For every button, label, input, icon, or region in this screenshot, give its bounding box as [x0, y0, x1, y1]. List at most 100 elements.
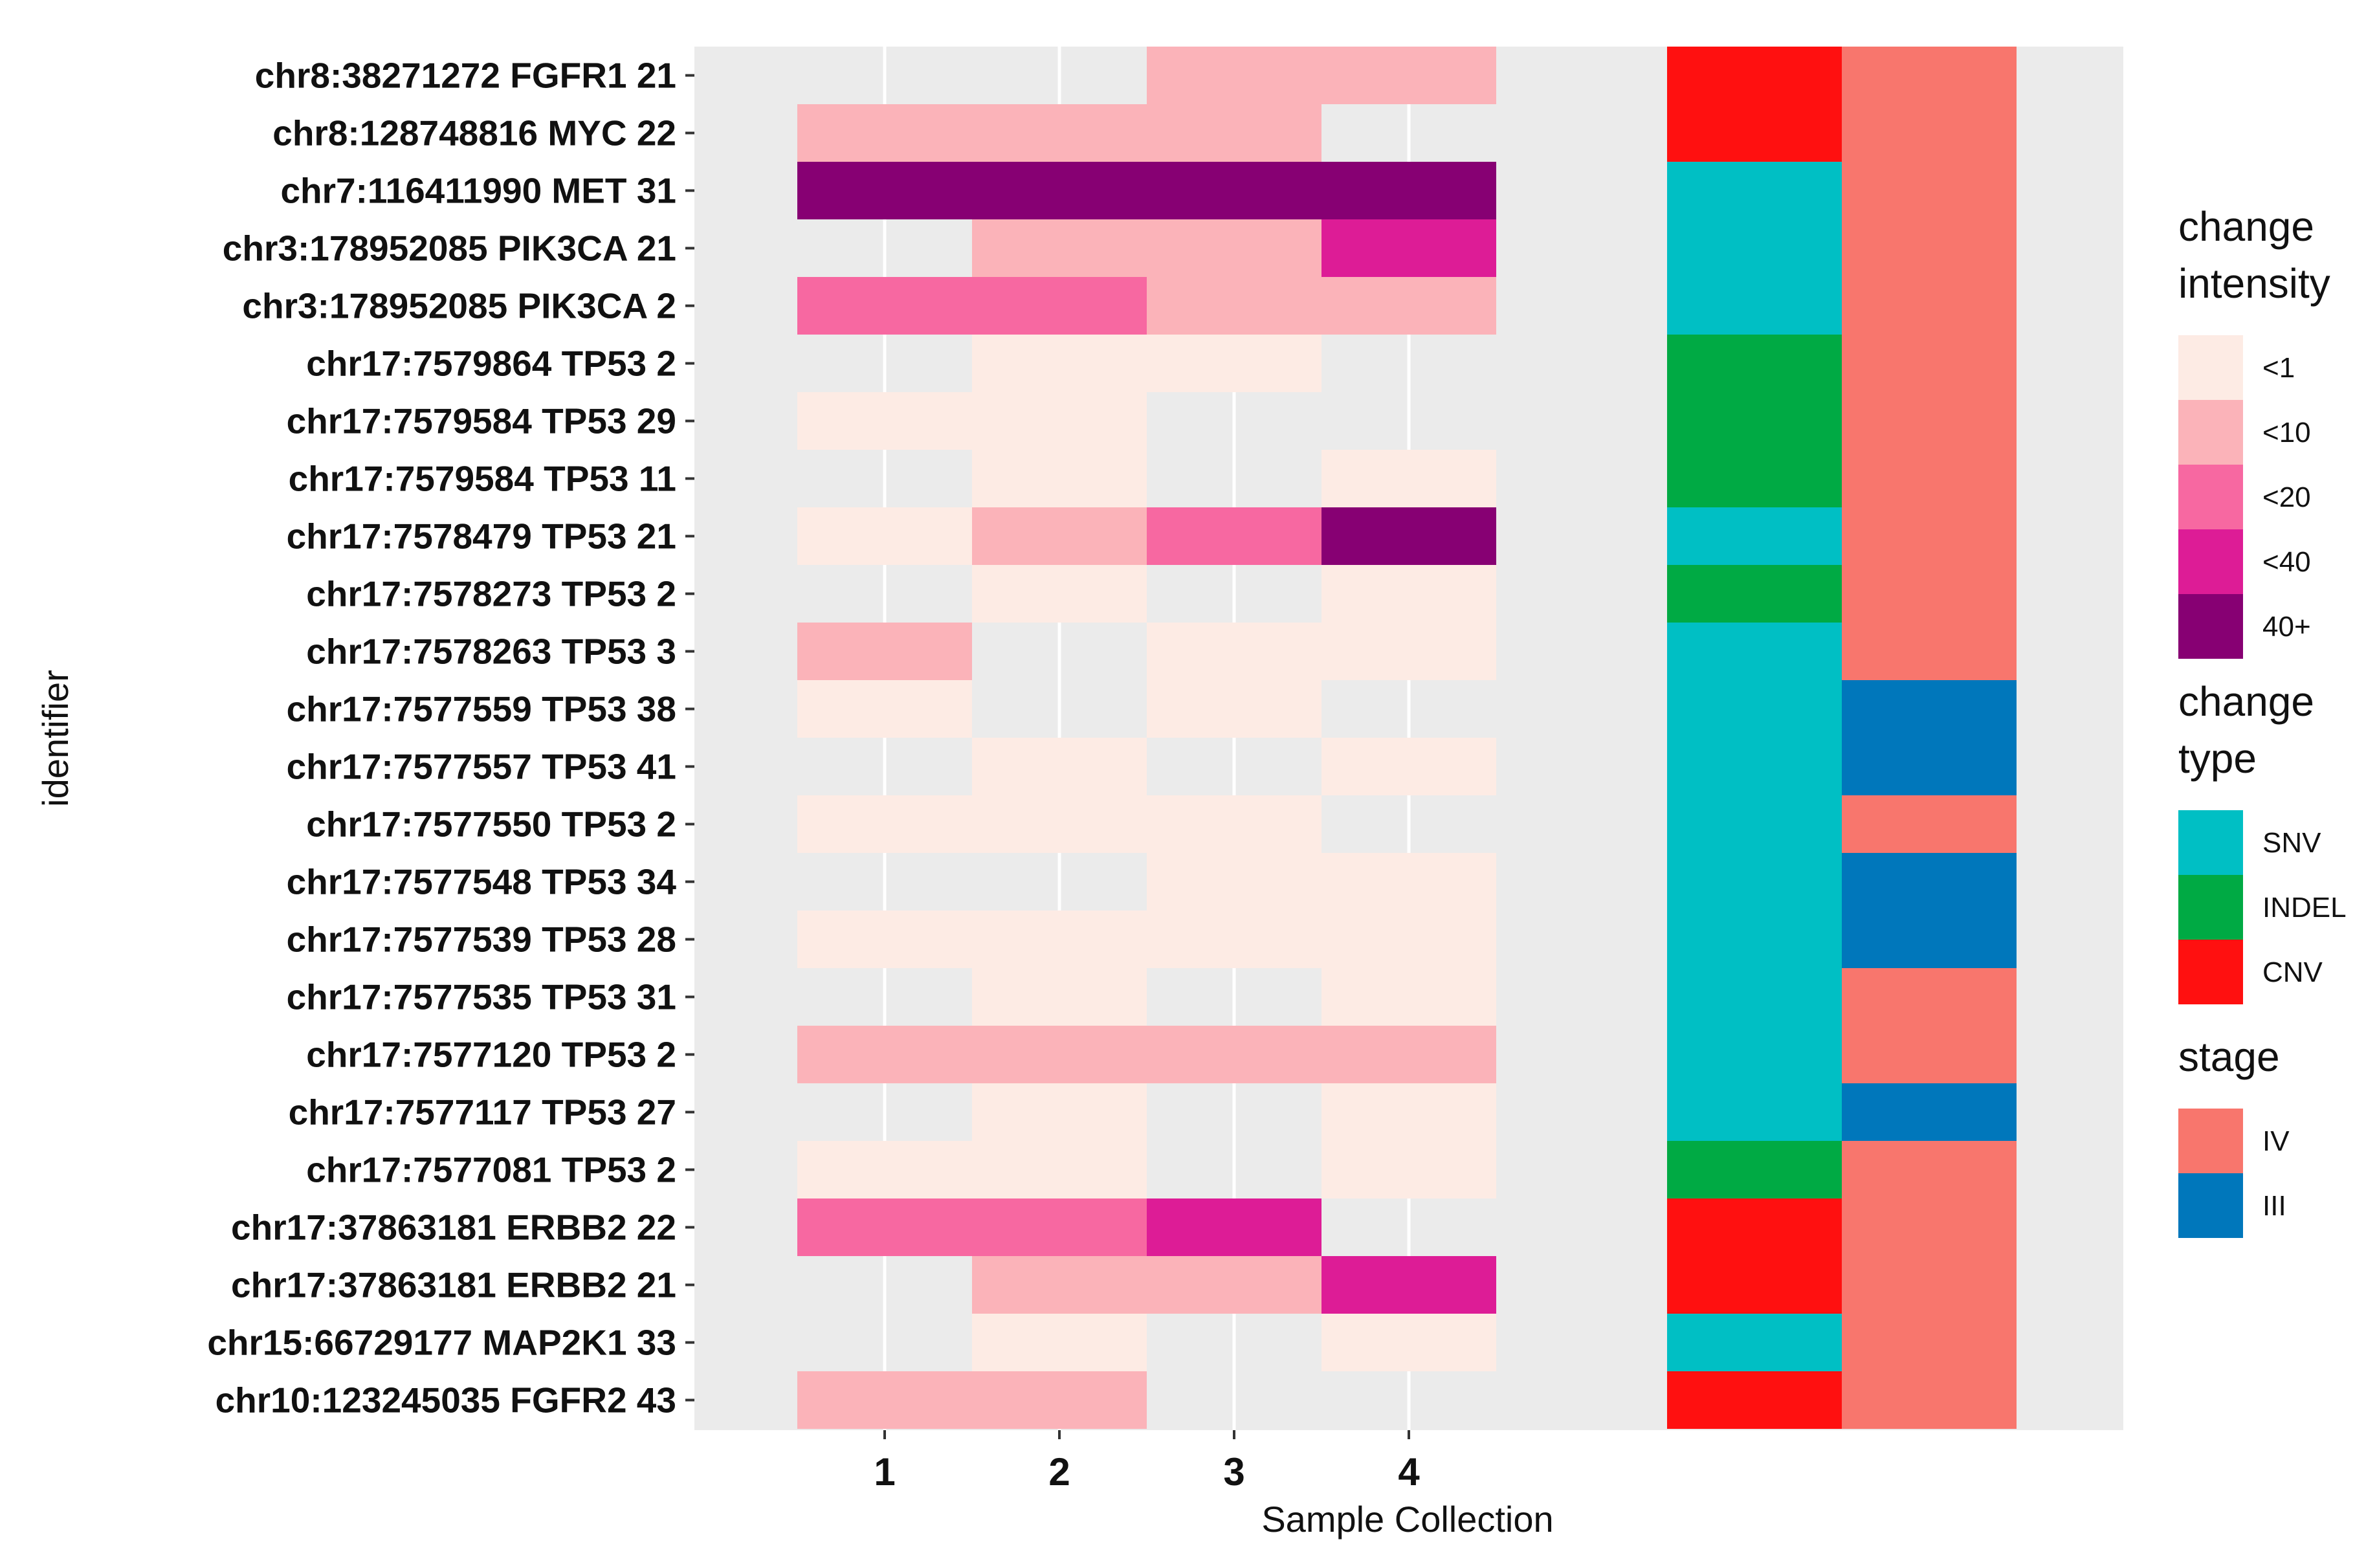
change-type-legend-key [2178, 875, 2243, 940]
stage-legend-label: III [2262, 1190, 2286, 1222]
heatmap-cell [1147, 277, 1321, 335]
heatmap-cell [1321, 450, 1496, 507]
heatmap-cell [1321, 623, 1496, 680]
heatmap-cell [972, 335, 1147, 392]
change-type-legend-title: change [2178, 678, 2314, 725]
heatmap-cell [1321, 1026, 1496, 1083]
change-type-legend-label: SNV [2262, 827, 2321, 859]
heatmap-cell [797, 507, 972, 565]
change-type-legend-label: CNV [2262, 956, 2323, 988]
heatmap-cell [972, 795, 1147, 853]
y-tick-label: chr17:7578273 TP53 2 [306, 574, 676, 614]
stage-cell [1842, 911, 2017, 968]
stage-cell [1842, 1083, 2017, 1141]
heatmap-cell [797, 911, 972, 968]
heatmap-cell [972, 1198, 1147, 1256]
stage-cell [1842, 853, 2017, 911]
y-tick-label: chr17:7577550 TP53 2 [306, 804, 676, 845]
heatmap-cell [972, 968, 1147, 1026]
change-type-legend-key [2178, 940, 2243, 1004]
heatmap-cell [797, 1198, 972, 1256]
y-tick-label: chr17:7577539 TP53 28 [287, 920, 676, 960]
intensity-legend-label: <40 [2262, 546, 2311, 578]
heatmap-cell [1147, 1026, 1321, 1083]
stage-cell [1842, 1256, 2017, 1314]
x-axis-labels: 1 2 3 4 [874, 1430, 1420, 1494]
x-tick-label: 1 [874, 1450, 895, 1494]
y-tick-label: chr3:178952085 PIK3CA 2 [242, 286, 676, 326]
change-type-cell [1667, 1198, 1842, 1256]
heatmap-cell [1147, 104, 1321, 162]
stage-cell [1842, 450, 2017, 507]
heatmap-cell [972, 1314, 1147, 1371]
heatmap-cell [797, 680, 972, 738]
heatmap-cell [1321, 1256, 1496, 1314]
y-tick-label: chr17:7579584 TP53 11 [289, 459, 676, 499]
heatmap-cell [972, 565, 1147, 623]
intensity-legend-label: <20 [2262, 481, 2311, 513]
intensity-legend-label: <10 [2262, 417, 2311, 448]
y-tick-label: chr17:7577548 TP53 34 [287, 862, 677, 902]
heatmap-cell [1147, 623, 1321, 680]
stage-cell [1842, 507, 2017, 565]
stage-cell [1842, 623, 2017, 680]
change-type-legend-title: type [2178, 735, 2257, 782]
stage-cell [1842, 1371, 2017, 1429]
x-tick-label: 3 [1223, 1450, 1244, 1494]
change-type-cell [1667, 162, 1842, 219]
change-type-cell [1667, 277, 1842, 335]
stage-cell [1842, 1198, 2017, 1256]
stage-legend-key [2178, 1109, 2243, 1173]
change-type-cell [1667, 335, 1842, 392]
heatmap-cell [972, 277, 1147, 335]
y-tick-label: chr17:7577557 TP53 41 [287, 747, 676, 787]
intensity-legend-key [2178, 400, 2243, 465]
y-tick-label: chr10:123245035 FGFR2 43 [216, 1380, 676, 1420]
heatmap-cell [1321, 853, 1496, 911]
stage-strip [1842, 47, 2017, 1429]
stage-cell [1842, 335, 2017, 392]
intensity-legend-key [2178, 529, 2243, 594]
stage-cell [1842, 104, 2017, 162]
heatmap-cell [1321, 968, 1496, 1026]
intensity-legend-key [2178, 335, 2243, 400]
heatmap-cell [797, 162, 972, 219]
change-type-legend-key [2178, 810, 2243, 875]
heatmap-cell [972, 911, 1147, 968]
y-tick-label: chr17:7578479 TP53 21 [287, 516, 676, 557]
heatmap-cell [972, 1256, 1147, 1314]
heatmap-cell [1147, 335, 1321, 392]
heatmap-cell [1147, 507, 1321, 565]
heatmap-cell [1147, 162, 1321, 219]
heatmap-cell [972, 507, 1147, 565]
heatmap-cell [1321, 1141, 1496, 1198]
stage-cell [1842, 1314, 2017, 1371]
stage-cell [1842, 1026, 2017, 1083]
change-type-cell [1667, 1141, 1842, 1198]
stage-cell [1842, 162, 2017, 219]
change-type-cell [1667, 1371, 1842, 1429]
y-axis-labels: chr8:38271272 FGFR1 21 chr8:128748816 MYC… [207, 56, 694, 1420]
x-axis-title: Sample Collection [1261, 1499, 1553, 1540]
heatmap-cell [972, 219, 1147, 277]
change-type-strip [1667, 47, 1842, 1429]
intensity-legend-title: change [2178, 203, 2314, 250]
y-tick-label: chr17:37863181 ERBB2 22 [231, 1208, 676, 1248]
y-tick-label: chr17:7577535 TP53 31 [287, 977, 676, 1017]
heatmap-cell [1321, 277, 1496, 335]
heatmap-cell [797, 795, 972, 853]
stage-legend-title: stage [2178, 1033, 2280, 1080]
heatmap-cell [1147, 1256, 1321, 1314]
y-tick-label: chr17:7578263 TP53 3 [306, 632, 676, 672]
heatmap-cell [797, 277, 972, 335]
y-tick-label: chr17:7577559 TP53 38 [287, 689, 676, 729]
intensity-legend-title: intensity [2178, 260, 2330, 307]
heatmap-cell [797, 1371, 972, 1429]
heatmap-cell [972, 1141, 1147, 1198]
y-tick-label: chr8:128748816 MYC 22 [272, 113, 676, 153]
y-tick-label: chr17:37863181 ERBB2 21 [231, 1265, 676, 1305]
heatmap-cell [797, 392, 972, 450]
change-type-cell [1667, 104, 1842, 162]
change-type-cell [1667, 853, 1842, 911]
